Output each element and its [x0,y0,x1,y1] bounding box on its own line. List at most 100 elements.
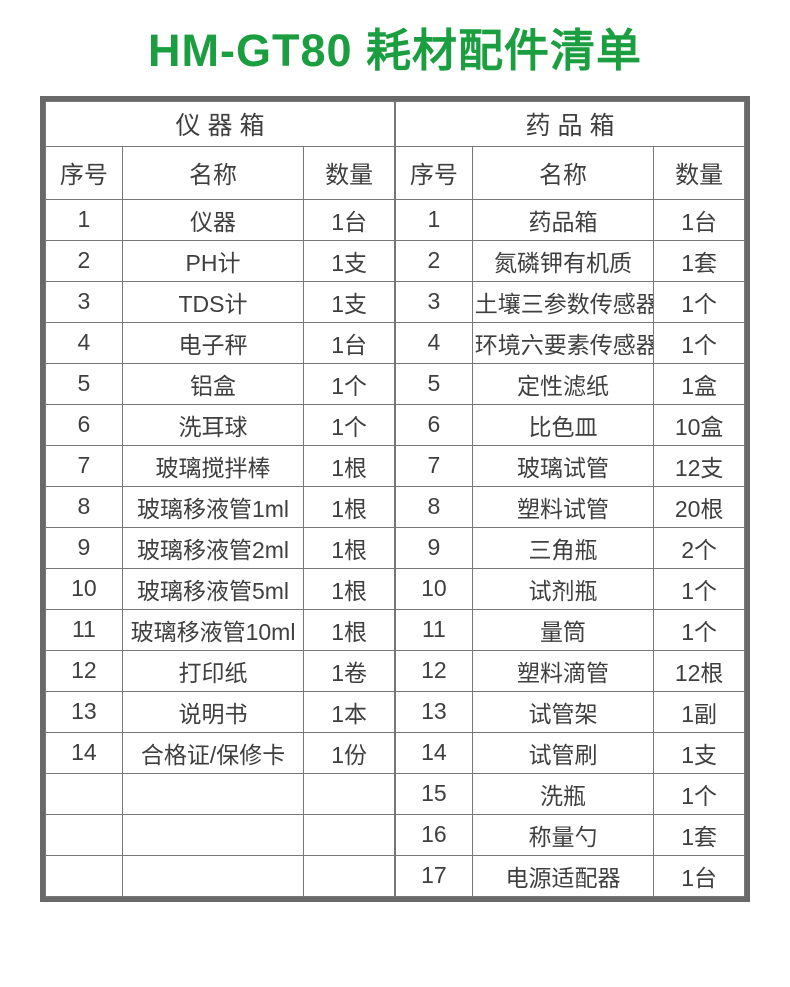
table-row: 16 称量勺 1套 [395,813,745,856]
group-header-row: 仪 器 箱 [45,100,395,147]
name-cell: 合格证/保修卡 [121,731,305,774]
column-header-row: 序号 名称 数量 [45,145,395,200]
empty-cell [45,854,123,897]
serial-cell: 10 [395,567,473,610]
name-cell: 塑料试管 [471,485,655,528]
qty-cell: 1个 [653,608,745,651]
qty-cell: 1根 [303,567,395,610]
table-row: 11 玻璃移液管10ml 1根 [45,608,395,651]
serial-cell: 3 [45,280,123,323]
serial-cell: 14 [395,731,473,774]
empty-cell [121,813,305,856]
serial-cell: 10 [45,567,123,610]
serial-cell: 13 [395,690,473,733]
qty-cell: 1根 [303,444,395,487]
serial-cell: 7 [45,444,123,487]
table-row: 2 氮磷钾有机质 1套 [395,239,745,282]
qty-cell: 20根 [653,485,745,528]
column-header-row: 序号 名称 数量 [395,145,745,200]
serial-cell: 5 [395,362,473,405]
parts-list-table: 仪 器 箱序号 名称 数量 1 仪器 1台 2 PH计 1支 3 TDS计 1支 4 电子秤 1台 5 铝盒 1个… [40,95,750,902]
table-row: 7 玻璃试管 12支 [395,444,745,487]
name-cell: 药品箱 [471,198,655,241]
table-row: 5 铝盒 1个 [45,362,395,405]
name-cell: PH计 [121,239,305,282]
name-cell: 土壤三参数传感器 [471,280,655,323]
table-row: 12 塑料滴管 12根 [395,649,745,692]
serial-cell: 7 [395,444,473,487]
name-cell: 铝盒 [121,362,305,405]
table-row: 13 说明书 1本 [45,690,395,733]
table-row: 8 塑料试管 20根 [395,485,745,528]
qty-cell: 1支 [303,280,395,323]
serial-cell: 11 [395,608,473,651]
name-cell: 玻璃搅拌棒 [121,444,305,487]
qty-cell: 1台 [653,198,745,241]
name-cell: 打印纸 [121,649,305,692]
empty-table-row [45,813,395,856]
qty-cell: 1台 [303,321,395,364]
name-cell: 试剂瓶 [471,567,655,610]
table-row: 17 电源适配器 1台 [395,854,745,897]
table-row: 1 药品箱 1台 [395,198,745,241]
table-row: 14 试管刷 1支 [395,731,745,774]
column-header-cell: 序号 [395,145,473,200]
name-cell: 玻璃移液管5ml [121,567,305,610]
serial-cell: 1 [45,198,123,241]
qty-cell: 1台 [303,198,395,241]
name-cell: 玻璃移液管1ml [121,485,305,528]
table-row: 5 定性滤纸 1盒 [395,362,745,405]
table-row: 1 仪器 1台 [45,198,395,241]
empty-cell [121,772,305,815]
name-cell: 三角瓶 [471,526,655,569]
name-cell: 说明书 [121,690,305,733]
table-row: 9 玻璃移液管2ml 1根 [45,526,395,569]
qty-cell: 1根 [303,608,395,651]
table-row: 10 玻璃移液管5ml 1根 [45,567,395,610]
name-cell: 试管架 [471,690,655,733]
qty-cell: 1副 [653,690,745,733]
table-row: 14 合格证/保修卡 1份 [45,731,395,774]
table-row: 13 试管架 1副 [395,690,745,733]
table-row: 6 洗耳球 1个 [45,403,395,446]
qty-cell: 12支 [653,444,745,487]
table-row: 12 打印纸 1卷 [45,649,395,692]
name-cell: 试管刷 [471,731,655,774]
qty-cell: 1个 [653,772,745,815]
column-header-cell: 名称 [471,145,655,200]
serial-cell: 2 [45,239,123,282]
table-row: 9 三角瓶 2个 [395,526,745,569]
name-cell: 环境六要素传感器 [471,321,655,364]
name-cell: 玻璃移液管2ml [121,526,305,569]
serial-cell: 14 [45,731,123,774]
qty-cell: 1根 [303,485,395,528]
qty-cell: 1盒 [653,362,745,405]
serial-cell: 12 [45,649,123,692]
page-title: HM-GT80 耗材配件清单 [147,25,642,76]
qty-cell: 10盒 [653,403,745,446]
serial-cell: 9 [395,526,473,569]
name-cell: 洗耳球 [121,403,305,446]
empty-table-row [45,772,395,815]
group-header-cell: 药 品 箱 [395,100,745,147]
table-row: 3 土壤三参数传感器 1个 [395,280,745,323]
qty-cell: 1个 [303,403,395,446]
qty-cell: 12根 [653,649,745,692]
name-cell: 玻璃试管 [471,444,655,487]
table-row: 8 玻璃移液管1ml 1根 [45,485,395,528]
qty-cell: 2个 [653,526,745,569]
qty-cell: 1根 [303,526,395,569]
name-cell: TDS计 [121,280,305,323]
empty-cell [303,854,395,897]
table-row: 15 洗瓶 1个 [395,772,745,815]
qty-cell: 1支 [303,239,395,282]
name-cell: 电源适配器 [471,854,655,897]
serial-cell: 11 [45,608,123,651]
qty-cell: 1个 [653,280,745,323]
empty-cell [45,813,123,856]
name-cell: 量筒 [471,608,655,651]
qty-cell: 1套 [653,239,745,282]
group-header-row: 药 品 箱 [395,100,745,147]
name-cell: 电子秤 [121,321,305,364]
